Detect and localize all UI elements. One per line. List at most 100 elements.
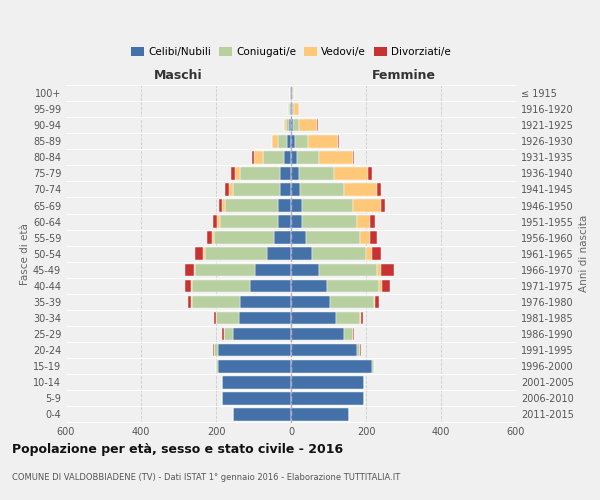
Bar [291,376,364,388]
Text: Maschi: Maschi [154,69,203,82]
Text: COMUNE DI VALDOBBIADENE (TV) - Dati ISTAT 1° gennaio 2016 - Elaborazione TUTTITA: COMUNE DI VALDOBBIADENE (TV) - Dati ISTA… [12,472,400,482]
Bar [196,248,203,260]
Bar [206,232,212,244]
Bar [187,296,191,308]
Bar [291,87,292,100]
Bar [299,119,317,132]
Bar [253,151,254,164]
Bar [278,216,291,228]
Bar [194,264,196,276]
Bar [291,248,311,260]
Bar [213,216,217,228]
Bar [271,135,272,147]
Bar [291,392,364,404]
Bar [218,344,291,356]
Bar [343,183,377,196]
Bar [254,151,263,164]
Bar [370,216,376,228]
Bar [229,183,233,196]
Bar [250,280,291,292]
Bar [377,183,381,196]
Bar [311,248,366,260]
Bar [231,167,235,179]
Bar [306,232,361,244]
Bar [287,135,291,147]
Bar [218,360,291,372]
Bar [290,103,291,116]
Bar [214,232,274,244]
Bar [370,232,377,244]
Bar [196,264,256,276]
Bar [295,135,308,147]
Bar [216,312,239,324]
Bar [366,248,371,260]
Bar [286,119,289,132]
Bar [291,360,371,372]
Bar [336,312,361,324]
Bar [284,151,291,164]
Bar [302,200,353,212]
Bar [353,151,354,164]
Bar [203,248,205,260]
Bar [272,135,278,147]
Bar [301,183,343,196]
Bar [290,87,291,100]
Bar [326,280,379,292]
Bar [185,280,191,292]
Bar [284,119,286,132]
Bar [334,167,368,179]
Bar [274,232,291,244]
Bar [293,119,299,132]
Bar [205,248,266,260]
Bar [291,103,292,116]
Bar [241,167,280,179]
Bar [356,344,361,356]
Bar [289,119,291,132]
Bar [185,264,194,276]
Bar [331,296,373,308]
Bar [221,376,291,388]
Bar [343,328,353,340]
Bar [291,200,302,212]
Bar [226,200,278,212]
Bar [291,167,299,179]
Bar [291,328,343,340]
Bar [291,296,331,308]
Bar [361,312,363,324]
Bar [302,216,356,228]
Bar [291,151,296,164]
Bar [292,103,293,116]
Text: Popolazione per età, sesso e stato civile - 2016: Popolazione per età, sesso e stato civil… [12,442,343,456]
Legend: Celibi/Nubili, Coniugati/e, Vedovi/e, Divorziati/e: Celibi/Nubili, Coniugati/e, Vedovi/e, Di… [127,43,455,62]
Bar [233,183,280,196]
Bar [256,264,291,276]
Bar [293,103,299,116]
Bar [291,280,326,292]
Bar [278,200,291,212]
Bar [317,119,318,132]
Bar [241,296,291,308]
Bar [214,312,216,324]
Bar [291,216,302,228]
Bar [212,232,214,244]
Bar [373,296,376,308]
Bar [233,328,291,340]
Bar [263,151,284,164]
Bar [296,151,319,164]
Bar [338,135,339,147]
Bar [291,119,293,132]
Bar [218,200,221,212]
Bar [235,167,241,179]
Bar [356,216,370,228]
Bar [214,344,218,356]
Bar [191,296,241,308]
Bar [280,183,291,196]
Bar [291,344,356,356]
Bar [376,296,379,308]
Bar [266,248,291,260]
Bar [353,328,354,340]
Bar [221,392,291,404]
Bar [379,280,382,292]
Bar [308,135,338,147]
Bar [220,216,278,228]
